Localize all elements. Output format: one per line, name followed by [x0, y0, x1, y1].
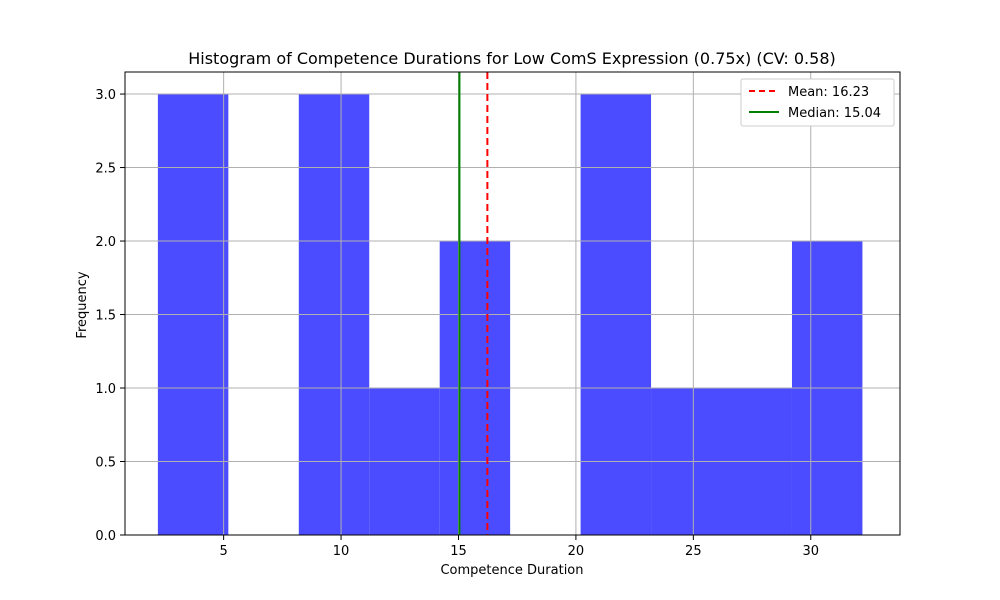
x-tick-label: 30 — [802, 544, 819, 559]
legend: Mean: 16.23 Median: 15.04 — [740, 78, 895, 127]
x-tick-label: 10 — [333, 544, 350, 559]
legend-mean-label: Mean: 16.23 — [788, 85, 869, 100]
legend-median-label: Median: 15.04 — [788, 106, 881, 121]
chart-title: Histogram of Competence Durations for Lo… — [188, 49, 836, 68]
y-tick-label: 1.0 — [95, 382, 116, 397]
x-tick-label: 5 — [219, 544, 227, 559]
plot-area: 5 10 15 20 25 30 0.0 0.5 1.0 1.5 2.0 2.5 3.0 — [95, 71, 901, 559]
x-tick-label: 15 — [450, 544, 467, 559]
x-tick-label: 20 — [568, 544, 585, 559]
y-tick-label: 2.5 — [95, 162, 116, 177]
y-tick-label: 3.0 — [95, 88, 116, 103]
y-axis-label: Frequency — [75, 271, 90, 338]
legend-box — [740, 78, 895, 127]
y-tick-label: 2.0 — [95, 235, 116, 250]
y-tick-label: 0.0 — [95, 529, 116, 544]
y-tick-label: 1.5 — [95, 309, 116, 324]
x-tick-label: 25 — [685, 544, 702, 559]
axes-frame — [124, 71, 901, 536]
y-tick-label: 0.5 — [95, 456, 116, 471]
x-axis-label: Competence Duration — [440, 563, 583, 578]
